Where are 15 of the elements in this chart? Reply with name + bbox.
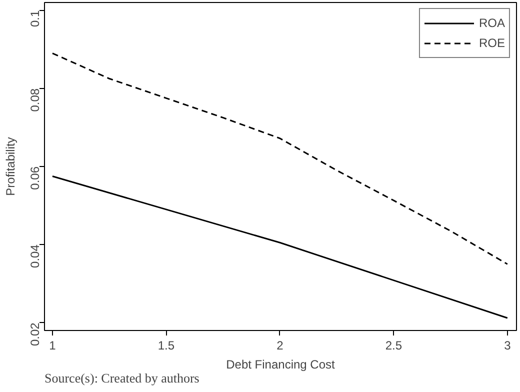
x-tick-label: 1.5 xyxy=(158,338,175,352)
y-tick-label: 0.02 xyxy=(28,322,42,346)
x-tick-label: 2 xyxy=(276,338,284,352)
x-tick-label: 3 xyxy=(504,338,512,352)
x-tick-label: 1 xyxy=(49,338,56,352)
legend-label: ROA xyxy=(478,16,505,30)
source-note: Source(s): Created by authors xyxy=(44,370,200,386)
y-tick-label: 0.06 xyxy=(28,166,42,190)
y-tick-label: 0.08 xyxy=(28,88,42,112)
legend-label: ROE xyxy=(478,36,505,50)
y-tick-label: 0.04 xyxy=(28,244,42,268)
x-tick-label: 2.5 xyxy=(385,338,402,352)
x-axis-title: Debt Financing Cost xyxy=(226,358,336,372)
y-tick-label: 0.1 xyxy=(28,10,42,27)
y-axis-title: Profitability xyxy=(4,137,18,196)
